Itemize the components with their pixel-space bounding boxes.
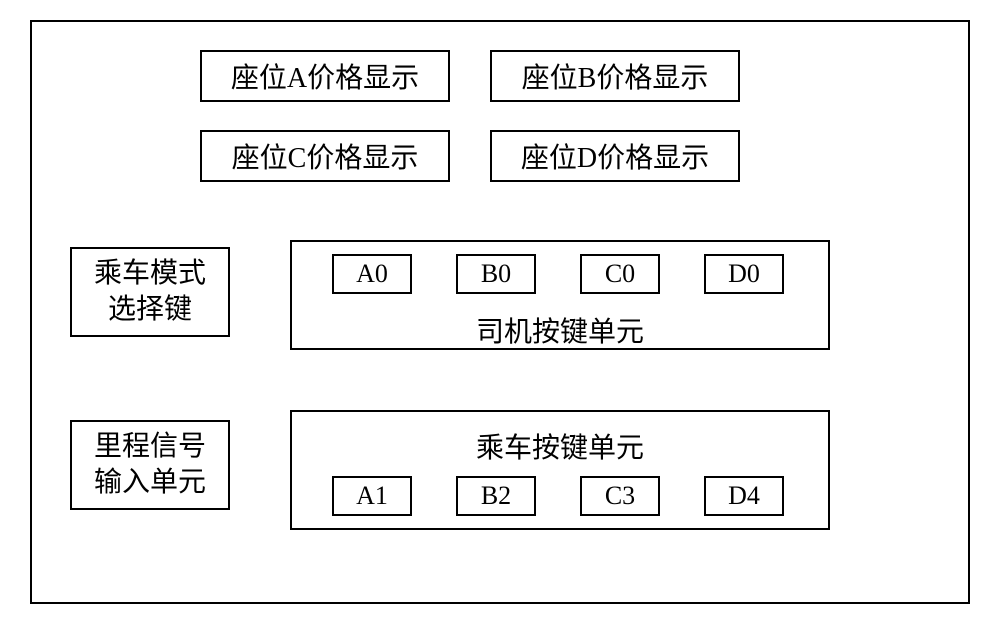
ride-btn-a1-label: A1 (356, 481, 388, 511)
driver-btn-b0: B0 (456, 254, 536, 294)
ride-btn-c3: C3 (580, 476, 660, 516)
driver-btn-a0-label: A0 (356, 259, 388, 289)
mileage-line2: 输入单元 (94, 465, 206, 501)
seat-d-price-label: 座位D价格显示 (521, 136, 709, 176)
ride-mode-select-line1: 乘车模式 (94, 256, 206, 292)
driver-btn-c0-label: C0 (605, 259, 635, 289)
seat-c-price-label: 座位C价格显示 (232, 136, 419, 176)
ride-key-unit-label: 乘车按键单元 (292, 426, 828, 466)
seat-d-price-display: 座位D价格显示 (490, 130, 740, 182)
seat-c-price-display: 座位C价格显示 (200, 130, 450, 182)
ride-btn-c3-label: C3 (605, 481, 635, 511)
seat-b-price-label: 座位B价格显示 (522, 56, 709, 96)
ride-btn-b2: B2 (456, 476, 536, 516)
driver-key-unit: 司机按键单元 A0 B0 C0 D0 (290, 240, 830, 350)
driver-key-unit-label: 司机按键单元 (292, 310, 828, 350)
driver-btn-c0: C0 (580, 254, 660, 294)
mileage-signal-input-unit: 里程信号 输入单元 (70, 420, 230, 510)
driver-btn-d0-label: D0 (728, 259, 760, 289)
ride-btn-b2-label: B2 (481, 481, 511, 511)
seat-a-price-label: 座位A价格显示 (231, 56, 419, 96)
ride-mode-select-key: 乘车模式 选择键 (70, 247, 230, 337)
mileage-line1: 里程信号 (94, 429, 206, 465)
driver-btn-a0: A0 (332, 254, 412, 294)
ride-btn-d4: D4 (704, 476, 784, 516)
diagram-canvas: 座位A价格显示 座位B价格显示 座位C价格显示 座位D价格显示 乘车模式 选择键… (0, 0, 1000, 624)
ride-btn-d4-label: D4 (728, 481, 760, 511)
seat-b-price-display: 座位B价格显示 (490, 50, 740, 102)
ride-mode-select-line2: 选择键 (108, 292, 192, 328)
driver-btn-d0: D0 (704, 254, 784, 294)
driver-btn-b0-label: B0 (481, 259, 511, 289)
ride-key-unit: 乘车按键单元 A1 B2 C3 D4 (290, 410, 830, 530)
seat-a-price-display: 座位A价格显示 (200, 50, 450, 102)
ride-btn-a1: A1 (332, 476, 412, 516)
